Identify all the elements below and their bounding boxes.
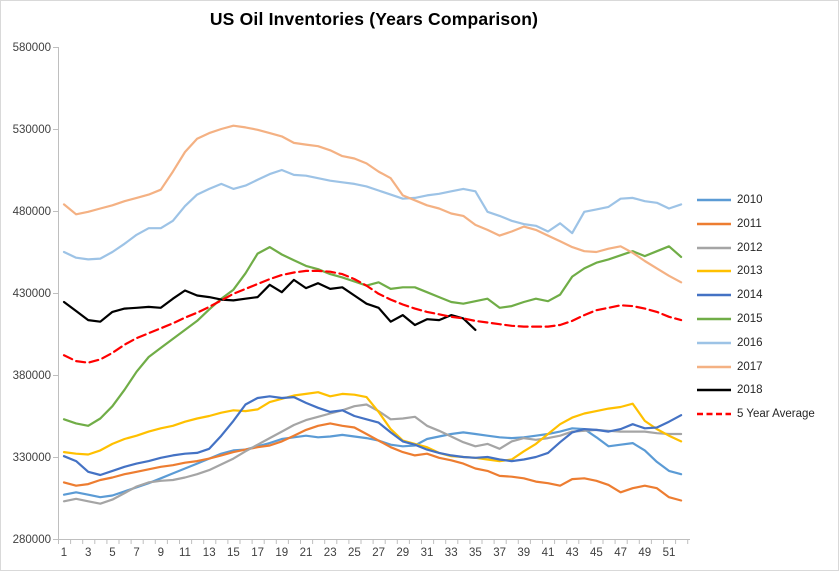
legend-item-2016[interactable]: 2016 (697, 335, 763, 351)
legend-swatch-2014 (697, 293, 731, 297)
series-line-2016[interactable] (62, 168, 683, 261)
x-axis-tick-label: 21 (300, 547, 313, 559)
y-axis-tick-label: 280000 (13, 534, 51, 546)
y-axis-tick-label: 330000 (13, 452, 51, 464)
legend-label: 2017 (737, 360, 763, 373)
legend-item-2015[interactable]: 2015 (697, 311, 763, 327)
series-line-2015[interactable] (62, 245, 683, 427)
y-axis-tick-label: 480000 (13, 206, 51, 218)
legend-item-2011[interactable]: 2011 (697, 216, 762, 232)
x-axis-tick-label: 39 (517, 547, 530, 559)
x-axis-tick-label: 23 (324, 547, 337, 559)
series-line-2014[interactable] (62, 395, 683, 477)
legend-swatch-2013 (697, 270, 731, 273)
x-axis-tick-label: 9 (158, 547, 164, 559)
chart-title: US Oil Inventories (Years Comparison) (209, 9, 539, 29)
series-line-5-year-average[interactable] (62, 269, 683, 364)
legend-swatch-2016 (697, 341, 731, 345)
legend-label: 2011 (737, 217, 762, 230)
x-axis-tick-label: 17 (251, 547, 264, 559)
series-line-2012[interactable] (62, 403, 683, 505)
series-line-2010[interactable] (62, 427, 683, 499)
legend-swatch-2011 (697, 222, 731, 226)
y-axis-tick-label: 380000 (13, 370, 51, 382)
x-axis-tick-label: 7 (133, 547, 139, 559)
legend-item-2017[interactable]: 2017 (697, 359, 763, 375)
x-axis-tick-label: 41 (542, 547, 555, 559)
x-axis-tick-label: 1 (61, 547, 67, 559)
legend-label: 2018 (737, 384, 763, 397)
legend-label: 2012 (737, 241, 763, 254)
x-axis-tick-label: 15 (227, 547, 240, 559)
x-axis-tick-label: 51 (663, 547, 676, 559)
x-axis-tick-label: 49 (638, 547, 651, 559)
x-axis-tick-label: 31 (421, 547, 434, 559)
legend-swatch-2017 (697, 365, 731, 368)
x-axis-tick-label: 35 (469, 547, 482, 559)
x-axis-tick-label: 45 (590, 547, 603, 559)
series-line-2013[interactable] (62, 391, 683, 463)
series-line-2017[interactable] (62, 124, 683, 284)
x-axis-tick-label: 33 (445, 547, 458, 559)
legend-swatch-2012 (697, 246, 731, 249)
series-line-2018[interactable] (62, 278, 477, 331)
x-axis-tick-label: 43 (566, 547, 579, 559)
legend-item-2010[interactable]: 2010 (697, 192, 763, 208)
y-axis-tick-label: 530000 (13, 124, 51, 136)
legend-item-5-year-average[interactable]: 5 Year Average (697, 406, 815, 422)
series-line-2011[interactable] (62, 422, 683, 502)
legend-item-2013[interactable]: 2013 (697, 263, 763, 279)
legend-item-2018[interactable]: 2018 (697, 382, 763, 398)
y-axis-tick-label: 580000 (13, 42, 51, 54)
legend-label: 2016 (737, 336, 763, 349)
legend-swatch-2010 (697, 198, 731, 202)
legend-swatch-2018 (697, 389, 731, 392)
x-axis-tick-label: 25 (348, 547, 361, 559)
x-axis-tick-label: 5 (109, 547, 115, 559)
x-axis-tick-label: 37 (493, 547, 506, 559)
x-axis-tick-label: 11 (179, 547, 191, 559)
legend-label: 2015 (737, 313, 763, 325)
legend-label: 5 Year Average (737, 408, 815, 421)
x-axis-tick-label: 3 (85, 547, 91, 559)
x-axis-tick-label: 47 (614, 547, 627, 559)
legend-label: 2014 (737, 289, 763, 302)
legend-label: 2013 (737, 265, 763, 278)
y-axis-tick-label: 430000 (13, 288, 51, 300)
legend-label: 2010 (737, 194, 763, 206)
x-axis-tick-label: 13 (203, 547, 216, 559)
legend-swatch-2015 (697, 317, 731, 321)
legend-item-2014[interactable]: 2014 (697, 287, 763, 303)
legend-swatch-5-year-average (697, 412, 731, 416)
x-axis-tick-label: 27 (372, 547, 385, 559)
legend-item-2012[interactable]: 2012 (697, 240, 763, 256)
x-axis-tick-label: 19 (275, 547, 288, 559)
x-axis-tick-label: 29 (396, 547, 409, 559)
